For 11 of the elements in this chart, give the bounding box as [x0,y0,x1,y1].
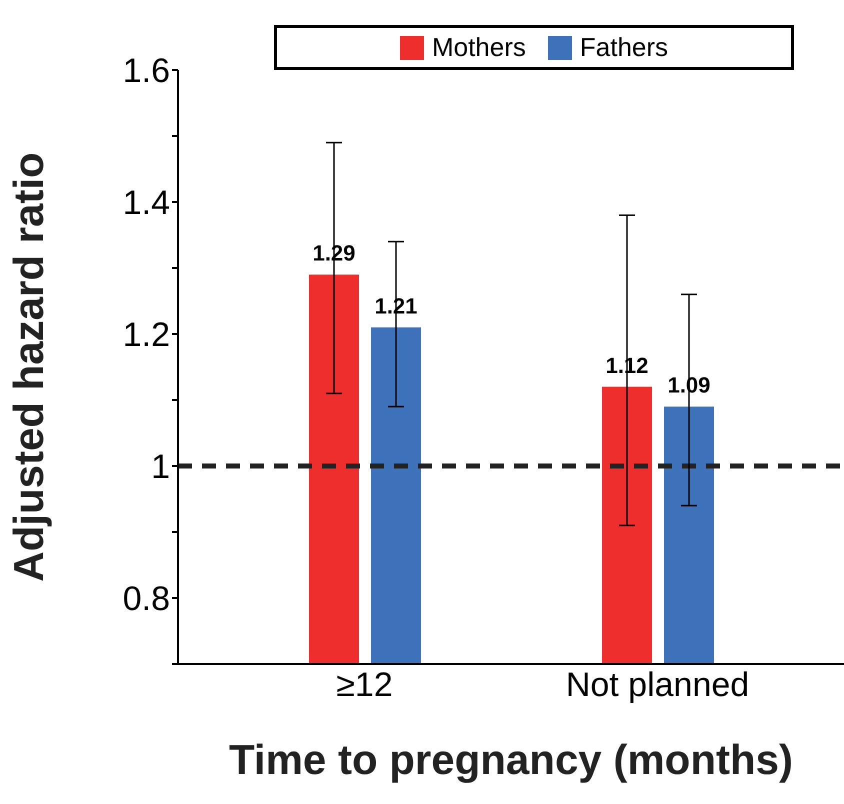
legend-label: Mothers [432,32,526,63]
y-axis-title: Adjusted hazard ratio [4,152,52,582]
y-tick-label: 1.4 [122,184,170,222]
legend-label: Fathers [580,32,668,63]
y-tick-label: 1.6 [122,52,170,90]
x-tick-label: Not planned [566,666,750,704]
x-tick-label: ≥12 [336,666,393,704]
x-axis-title: Time to pregnancy (months) [229,736,793,783]
y-tick-label: 1.2 [122,316,170,354]
y-tick-label: 0.8 [122,580,170,618]
y-tick-label: 1 [151,448,170,486]
